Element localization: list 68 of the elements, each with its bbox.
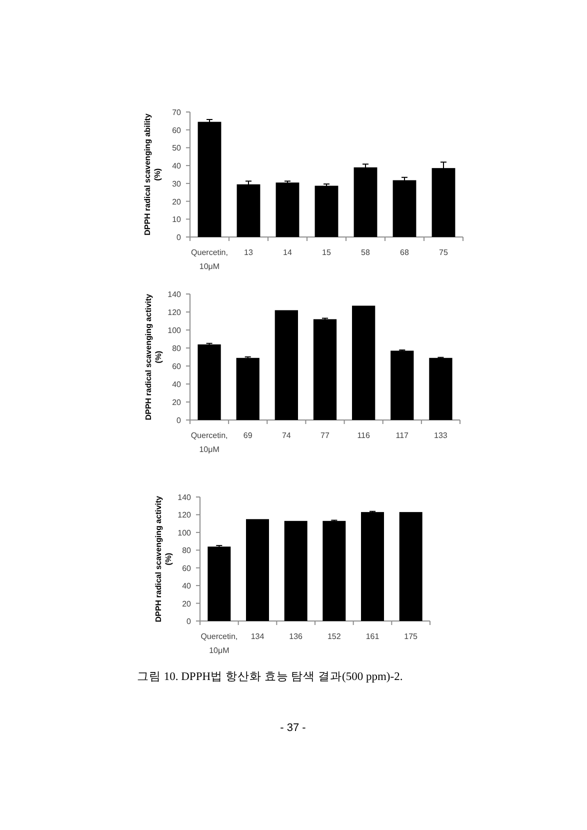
y-tick-label: 40 [182,582,192,591]
x-tick-label: 14 [283,248,292,257]
bar [399,512,422,621]
y-axis-title: DPPH radical scavenging activity (%) [144,293,163,420]
x-tick-label: 74 [282,431,292,440]
x-tick-label: 133 [434,431,448,440]
y-tick-label: 30 [172,179,182,188]
x-tick-label: 69 [243,431,253,440]
bar [198,122,222,237]
bar [313,319,337,420]
y-tick-label: 10 [172,215,182,224]
y-tick-label: 100 [178,528,192,538]
x-tick-label: 77 [320,431,330,440]
y-axis-title: DPPH radical scavenging activity (%) [154,495,173,622]
y-tick-label: 20 [182,599,192,608]
x-tick-label: 58 [361,248,370,257]
x-tick-label: 152 [327,632,342,641]
x-tick-label: 15 [322,248,332,257]
y-tick-label: 0 [176,233,182,242]
y-tick-label: 50 [172,144,182,153]
bar [236,184,260,237]
y-tick-label: 80 [172,344,182,353]
bar [352,306,376,420]
y-tick-label: 100 [168,326,182,335]
x-tick-label: 75 [439,248,448,257]
x-tick-label: 161 [366,632,380,641]
bar [314,186,338,237]
bar [208,546,231,621]
y-tick-label: 40 [172,380,182,389]
y-tick-label: 120 [168,308,182,317]
bar [276,182,300,237]
x-tick-label: 68 [400,248,410,257]
bar [274,310,298,420]
x-tick-label: 13 [244,248,254,257]
bar [354,167,378,237]
y-tick-label: 140 [168,290,182,299]
x-tick-label: 134 [250,632,265,641]
x-tick-label: Quercetin, 10μM [190,431,228,454]
bar [322,520,346,621]
bar [246,519,269,621]
y-tick-label: 120 [178,510,192,520]
y-axis-title: DPPH radical scavenging ability (%) [143,113,162,236]
x-tick-label: 136 [289,632,304,641]
bar [236,358,260,420]
y-tick-label: 70 [172,108,182,117]
y-tick-label: 60 [182,564,192,573]
bar [198,344,221,420]
y-tick-label: 20 [172,197,182,206]
x-tick-label: 175 [404,632,418,641]
bar [361,512,384,621]
x-tick-label: 116 [357,431,370,440]
y-tick-label: 0 [186,617,192,626]
caption: 그림 10. DPPH법 항산화 효능 탐색 결과(500 ppm)-2. [137,671,403,683]
y-tick-label: 40 [172,162,182,171]
x-tick-label: 117 [396,431,410,440]
x-tick-label: Quercetin, 10μM [200,632,238,655]
bar [429,358,452,420]
bar [392,180,416,237]
text: - 37 - [280,722,306,734]
y-tick-label: 140 [178,493,192,502]
y-tick-label: 20 [172,398,182,407]
bar [284,520,308,621]
y-tick-label: 60 [172,126,182,135]
bar [390,350,414,420]
x-tick-label: Quercetin, 10μM [191,248,228,271]
y-tick-label: 0 [176,416,182,425]
y-tick-label: 80 [182,546,192,556]
y-tick-label: 60 [172,362,182,371]
